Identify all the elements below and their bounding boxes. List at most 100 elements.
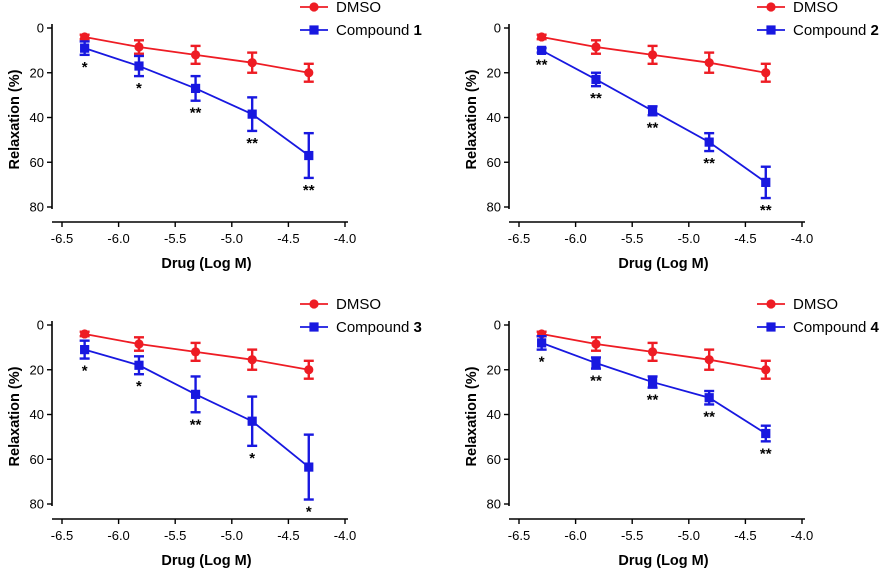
x-tick-label: -6.5	[51, 528, 73, 543]
significance-label: **	[190, 105, 202, 122]
x-tick-label: -5.5	[621, 528, 643, 543]
x-tick-label: -5.5	[164, 528, 186, 543]
y-tick-label: 80	[487, 497, 501, 512]
series-dmso	[79, 32, 314, 83]
significance-label: **	[590, 90, 602, 107]
legend-marker	[766, 2, 776, 12]
data-point	[591, 42, 601, 52]
chart-panel-4: 0 20 40 60 80 Relaxation (%) -6.5 -6.0 -5.5 -5.0 -…	[464, 296, 880, 569]
y-tick-label: 60	[30, 155, 44, 170]
data-point	[761, 365, 771, 375]
x-tick-label: -5.5	[164, 231, 186, 246]
data-point	[647, 50, 658, 60]
significance-label: **	[303, 182, 315, 199]
legend: DMSO Compound 3	[300, 296, 422, 336]
x-tick-label: -4.5	[277, 231, 299, 246]
series-compound	[79, 40, 314, 180]
legend-label: DMSO	[336, 296, 381, 313]
legend-label: DMSO	[793, 296, 838, 313]
series-compound	[536, 45, 771, 200]
data-point	[761, 428, 771, 439]
series-dmso	[79, 329, 314, 380]
significance-label: *	[82, 363, 88, 380]
y-tick-label: 60	[30, 452, 44, 467]
y-axis-title: Relaxation (%)	[464, 366, 480, 466]
legend: DMSO Compound 1	[300, 0, 422, 39]
legend: DMSO Compound 4	[757, 296, 880, 336]
data-point	[190, 389, 201, 399]
data-point	[761, 68, 771, 78]
legend-series-name: Compound	[336, 319, 409, 336]
data-point	[304, 150, 314, 161]
y-axis-title: Relaxation (%)	[464, 69, 480, 169]
data-point	[304, 462, 314, 472]
x-tick-label: -5.5	[621, 231, 643, 246]
data-point	[304, 365, 314, 375]
legend-label: Compound 2	[793, 22, 879, 39]
y-tick-label: 40	[487, 110, 501, 125]
data-point	[704, 137, 714, 147]
data-point	[80, 43, 90, 53]
legend-series-name: DMSO	[336, 0, 381, 16]
legend-series-name: Compound	[793, 22, 866, 39]
data-point	[247, 58, 257, 68]
legend-label: Compound 1	[336, 22, 422, 39]
legend: DMSO Compound 2	[757, 0, 879, 39]
significance-label: **	[703, 155, 715, 172]
y-tick-label: 20	[487, 65, 501, 80]
legend-marker	[766, 322, 776, 332]
data-point	[537, 45, 547, 55]
x-tick-label: -6.0	[564, 231, 586, 246]
significance-label: *	[539, 354, 545, 371]
data-point	[704, 355, 714, 365]
x-axis-title: Drug (Log M)	[161, 553, 251, 569]
legend-marker	[309, 322, 319, 332]
data-point	[134, 360, 144, 370]
significance-label: *	[249, 450, 255, 467]
series-dmso	[536, 329, 771, 380]
data-point	[761, 177, 771, 187]
series-compound	[536, 334, 771, 443]
legend-marker	[309, 2, 319, 12]
data-point	[190, 50, 201, 60]
data-point	[537, 32, 547, 42]
y-tick-label: 60	[487, 452, 501, 467]
x-tick-label: -6.5	[51, 231, 73, 246]
legend-series-name: DMSO	[793, 0, 838, 16]
y-tick-label: 0	[494, 21, 501, 36]
data-point	[304, 68, 314, 78]
y-tick-label: 40	[30, 407, 44, 422]
legend-marker	[766, 299, 776, 309]
data-point	[134, 339, 144, 349]
y-tick-label: 60	[487, 155, 501, 170]
data-point	[80, 345, 90, 355]
data-point	[704, 58, 714, 68]
legend-marker	[309, 299, 319, 309]
legend-label: DMSO	[793, 0, 838, 16]
data-point	[247, 416, 257, 426]
significance-label: **	[703, 408, 715, 425]
y-tick-label: 0	[494, 318, 501, 333]
significance-label: **	[190, 416, 202, 433]
legend-marker	[766, 25, 776, 35]
chart-panel-3: 0 20 40 60 80 Relaxation (%) -6.5 -6.0 -5.5 -5.0 -…	[7, 296, 422, 569]
x-tick-label: -4.0	[334, 528, 356, 543]
legend-series-name: DMSO	[793, 296, 838, 313]
y-tick-label: 20	[30, 362, 44, 377]
legend-label: DMSO	[336, 0, 381, 16]
data-point	[134, 42, 144, 52]
data-point	[591, 74, 601, 85]
data-point	[190, 83, 201, 94]
legend-marker	[309, 25, 319, 35]
significance-label: *	[82, 59, 88, 76]
data-point	[247, 355, 257, 365]
significance-label: **	[760, 202, 772, 219]
data-point	[247, 109, 257, 119]
legend-compound-number: 4	[866, 319, 879, 336]
legend-label: Compound 3	[336, 319, 422, 336]
legend-compound-number: 2	[866, 22, 879, 39]
significance-label: **	[246, 135, 258, 152]
x-tick-label: -5.0	[678, 528, 700, 543]
significance-label: **	[590, 373, 602, 390]
